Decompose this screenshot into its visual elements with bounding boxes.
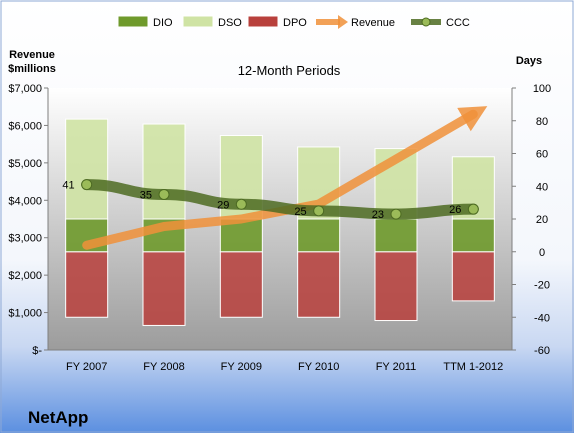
ccc-point bbox=[313, 205, 325, 217]
ccc-data-label: 25 bbox=[294, 206, 306, 218]
right-tick-label: -20 bbox=[534, 280, 550, 292]
bar-dpo bbox=[451, 251, 495, 302]
left-axis-title-top: Revenue bbox=[9, 49, 55, 61]
right-tick-label: 100 bbox=[533, 83, 551, 95]
left-tick-label: $6,000 bbox=[8, 120, 42, 132]
lines-group: 41 35 29 25 23 26 bbox=[62, 106, 488, 250]
bar-dso bbox=[142, 123, 186, 220]
x-tick-label: FY 2010 bbox=[298, 361, 339, 373]
axes: $- $1,000 $2,000 $3,000 $4,000 $5,000 $6,000 $7… bbox=[8, 83, 551, 373]
legend-marker-ccc bbox=[421, 17, 431, 27]
right-axis-title: Days bbox=[516, 55, 542, 67]
bar-dso bbox=[65, 118, 109, 220]
x-tick-label: TTM 1-2012 bbox=[443, 361, 503, 373]
chart-title: 12-Month Periods bbox=[238, 63, 341, 78]
left-tick-label: $3,000 bbox=[8, 233, 42, 245]
x-tick-label: FY 2008 bbox=[143, 361, 184, 373]
legend: DIO DSO DPO Revenue CCC bbox=[117, 15, 470, 29]
right-tick-label: 20 bbox=[536, 214, 548, 226]
bars-group bbox=[65, 118, 495, 326]
left-tick-label: $- bbox=[32, 345, 42, 357]
right-tick-label: -60 bbox=[534, 345, 550, 357]
left-axis-title-bottom: $millions bbox=[8, 63, 56, 75]
right-tick-label: 60 bbox=[536, 149, 548, 161]
bar-dpo bbox=[219, 251, 263, 318]
right-tick-label: -40 bbox=[534, 312, 550, 324]
bar-dio bbox=[451, 218, 495, 253]
right-tick-label: 40 bbox=[536, 181, 548, 193]
legend-label-revenue: Revenue bbox=[351, 17, 395, 29]
ccc-point bbox=[390, 208, 402, 220]
left-tick-label: $4,000 bbox=[8, 195, 42, 207]
legend-label-dso: DSO bbox=[218, 17, 242, 29]
legend-label-dpo: DPO bbox=[283, 17, 307, 29]
legend-swatch-dpo bbox=[247, 15, 279, 28]
ccc-data-label: 35 bbox=[140, 189, 152, 201]
ccc-point bbox=[235, 198, 247, 210]
ccc-point bbox=[467, 203, 479, 215]
x-tick-label: FY 2009 bbox=[221, 361, 262, 373]
ccc-point bbox=[158, 188, 170, 200]
legend-swatch-dio bbox=[117, 15, 149, 28]
left-tick-label: $5,000 bbox=[8, 158, 42, 170]
ccc-data-label: 29 bbox=[217, 199, 229, 211]
legend-arrowhead-revenue bbox=[338, 15, 348, 29]
bar-dpo bbox=[374, 251, 418, 322]
ccc-data-label: 26 bbox=[449, 204, 461, 216]
ccc-point bbox=[81, 179, 93, 191]
company-name: NetApp bbox=[28, 408, 88, 427]
right-tick-label: 0 bbox=[539, 247, 545, 259]
bar-dpo bbox=[297, 251, 341, 318]
ccc-line bbox=[81, 179, 479, 220]
bar-dpo bbox=[142, 251, 186, 326]
x-tick-label: FY 2011 bbox=[376, 361, 417, 373]
bar-dpo bbox=[65, 251, 109, 318]
legend-label-ccc: CCC bbox=[446, 17, 470, 29]
left-tick-label: $7,000 bbox=[8, 83, 42, 95]
ccc-data-label: 23 bbox=[372, 209, 384, 221]
bar-dio bbox=[297, 218, 341, 253]
legend-swatch-dso bbox=[182, 15, 214, 28]
right-tick-label: 80 bbox=[536, 116, 548, 128]
legend-label-dio: DIO bbox=[153, 17, 173, 29]
bar-dio bbox=[374, 218, 418, 253]
ccc-data-label: 41 bbox=[62, 180, 74, 192]
left-tick-label: $1,000 bbox=[8, 308, 42, 320]
left-tick-label: $2,000 bbox=[8, 270, 42, 282]
x-tick-label: FY 2007 bbox=[66, 361, 107, 373]
